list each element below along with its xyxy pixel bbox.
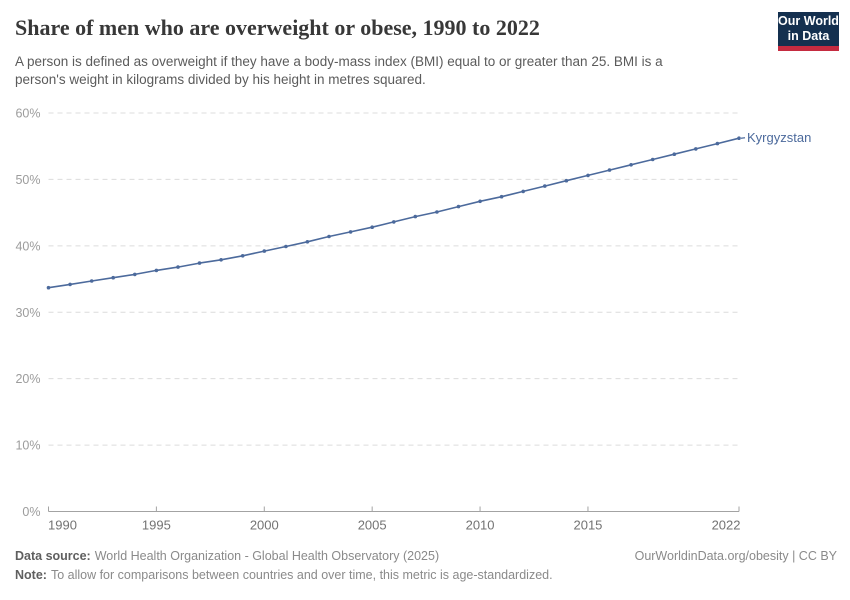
x-tick-label: 1995 — [142, 518, 171, 533]
data-point — [586, 173, 590, 178]
series-line — [47, 137, 740, 289]
y-tick-label: 50% — [15, 173, 40, 187]
label-connector — [740, 137, 746, 139]
owid-url-link[interactable]: OurWorldinData.org/obesity | CC BY — [634, 549, 837, 563]
y-tick-label: 60% — [15, 107, 40, 121]
chart-footer: Data source: World Health Organization - … — [15, 547, 837, 584]
y-tick-label: 40% — [15, 239, 40, 253]
x-tick-label: 2000 — [250, 518, 279, 533]
data-point — [197, 261, 202, 265]
x-tick-label: 2015 — [573, 518, 602, 533]
data-point — [672, 152, 677, 156]
data-point — [650, 157, 655, 162]
data-point — [133, 272, 137, 277]
data-point — [737, 136, 741, 140]
subtitle-line-1: A person is defined as overweight if the… — [15, 54, 663, 69]
note-label: Note: — [15, 567, 47, 582]
data-point — [305, 240, 310, 244]
y-tick-label: 30% — [15, 306, 40, 320]
data-point — [262, 249, 267, 253]
owid-logo-text: Our World in Data — [778, 12, 839, 46]
data-point — [284, 244, 288, 249]
data-point — [68, 282, 72, 287]
data-point — [392, 220, 396, 224]
data-point — [543, 184, 547, 188]
data-point — [607, 168, 612, 172]
data-point — [111, 275, 115, 280]
data-point — [89, 279, 94, 283]
data-point — [176, 265, 180, 269]
owid-logo[interactable]: Our World in Data — [778, 12, 839, 51]
data-point — [694, 147, 698, 151]
data-source-text: Data source: World Health Organization - … — [15, 547, 439, 566]
subtitle-line-2: person's weight in kilograms divided by … — [15, 72, 426, 87]
data-point — [435, 210, 439, 214]
data-point — [154, 268, 159, 273]
data-source-label: Data source: — [15, 549, 91, 563]
y-tick-label: 0% — [22, 505, 40, 519]
x-tick-label: 2022 — [712, 518, 741, 533]
data-point — [46, 285, 51, 290]
data-point — [629, 163, 633, 167]
series-end-label[interactable]: Kyrgyzstan — [747, 130, 811, 145]
data-point — [478, 199, 482, 204]
data-point — [499, 194, 504, 199]
data-point — [348, 230, 353, 234]
x-tick-label: 2010 — [466, 518, 495, 533]
x-tick-label: 2005 — [358, 518, 387, 533]
owid-logo-line1: Our World — [778, 14, 839, 28]
y-tick-label: 20% — [15, 372, 40, 386]
y-tick-label: 10% — [15, 439, 40, 453]
data-point — [327, 234, 331, 239]
owid-logo-stripe — [778, 46, 839, 51]
data-point — [413, 214, 418, 219]
note-value: To allow for comparisons between countri… — [50, 567, 553, 582]
owid-logo-line2: in Data — [787, 29, 830, 43]
data-point — [715, 141, 720, 146]
data-point — [564, 178, 569, 183]
page-title: Share of men who are overweight or obese… — [15, 15, 540, 40]
footer-row-datasource: Data source: World Health Organization - … — [15, 547, 837, 566]
data-point — [456, 204, 461, 209]
x-tick-label: 1990 — [48, 518, 77, 533]
data-point — [370, 225, 375, 229]
data-source-value: World Health Organization - Global Healt… — [94, 549, 440, 563]
footer-row-note: Note: To allow for comparisons between co… — [15, 566, 837, 585]
data-point — [521, 189, 525, 194]
chart-subtitle: A person is defined as overweight if the… — [15, 53, 663, 89]
data-point — [240, 254, 245, 258]
data-point — [219, 258, 223, 262]
